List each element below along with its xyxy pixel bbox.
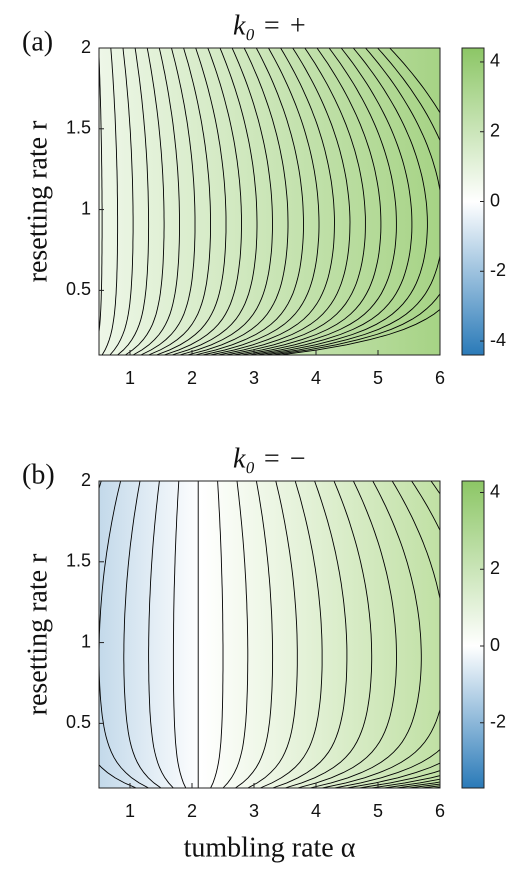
x-tick-label: 4: [311, 368, 321, 388]
contour-line: [257, 48, 428, 355]
contour-line: [187, 48, 289, 355]
contour-line: [508, 481, 522, 788]
contour-line: [109, 48, 134, 355]
contour-line: [125, 48, 165, 355]
y-tick-label: 1: [81, 198, 91, 218]
axes-box: [98, 480, 441, 789]
contour-line: [156, 48, 227, 355]
contour-line: [226, 48, 366, 355]
contour-line: [195, 48, 304, 355]
x-tick-label: 5: [373, 368, 383, 388]
panel-label: (b): [22, 459, 55, 490]
colorbar-tick-label: -2: [490, 260, 506, 280]
contour-line: [171, 48, 258, 355]
colorbar-tick-label: -4: [490, 330, 506, 350]
colorbar-tick-label: 0: [490, 190, 500, 210]
colorbar-tick-label: -2: [490, 712, 506, 732]
x-tick-label: 1: [125, 368, 135, 388]
panel-title: k₀ = −: [233, 443, 307, 474]
colorbar-tick-label: 2: [490, 558, 500, 578]
contour-line: [71, 48, 79, 355]
contour-line: [264, 48, 440, 355]
y-axis-label: resetting rate r: [22, 553, 53, 715]
contour-line: [140, 48, 196, 355]
x-tick-label: 6: [435, 368, 445, 388]
contour-line: [132, 48, 180, 355]
y-tick-label: 1.5: [66, 118, 91, 138]
contour-field: [99, 48, 440, 355]
contour-line: [247, 481, 298, 788]
y-tick-label: 1: [81, 631, 91, 651]
contour-line: [56, 48, 72, 355]
y-tick-label: 0.5: [66, 279, 91, 299]
axes-box: [98, 47, 441, 356]
contour-line: [218, 48, 351, 355]
colorbar: [461, 480, 485, 789]
x-tick-label: 2: [187, 368, 197, 388]
colorbar-tick-label: 4: [490, 51, 500, 71]
contour-line: [272, 481, 348, 788]
y-tick-label: 0.5: [66, 712, 91, 732]
x-tick-label: 6: [435, 801, 445, 821]
x-tick-label: 5: [373, 801, 383, 821]
colorbar-tick-label: 4: [490, 481, 500, 501]
y-axis-label: resetting rate r: [22, 120, 53, 282]
panel-label: (a): [22, 26, 53, 57]
contour-lines: [99, 481, 522, 788]
contour-line: [179, 48, 273, 355]
contour-line: [101, 48, 119, 355]
contour-line: [272, 48, 440, 355]
contour-line: [148, 481, 174, 788]
x-tick-label: 3: [249, 368, 259, 388]
contour-line: [172, 481, 187, 788]
panel-title: k₀ = +: [233, 10, 307, 41]
x-tick-label: 3: [249, 801, 259, 821]
y-tick-label: 2: [81, 37, 91, 57]
contour-line: [280, 48, 440, 355]
contour-line: [222, 481, 249, 788]
contour-line: [117, 48, 150, 355]
contour-line: [249, 48, 413, 355]
contour-line: [235, 481, 274, 788]
contour-line: [163, 48, 242, 355]
contour-lines: [56, 48, 440, 355]
contour-line: [284, 481, 373, 788]
contour-line: [309, 481, 422, 788]
colorbar-tick-label: 2: [490, 120, 500, 140]
contour-line: [99, 48, 103, 336]
contour-line: [260, 481, 323, 788]
x-axis-label: tumbling rate α: [184, 832, 356, 863]
contour-line: [210, 481, 224, 788]
x-tick-label: 2: [187, 801, 197, 821]
contour-line: [233, 48, 382, 355]
y-tick-label: 1.5: [66, 551, 91, 571]
contour-line: [241, 48, 397, 355]
x-tick-label: 4: [311, 801, 321, 821]
contour-line: [123, 481, 162, 788]
colorbar-tick-label: 0: [490, 635, 500, 655]
contour-line: [202, 48, 320, 355]
x-tick-label: 1: [125, 801, 135, 821]
contour-line: [148, 48, 211, 355]
contour-line: [297, 481, 397, 788]
contour-field: [99, 481, 440, 788]
contour-line: [210, 48, 335, 355]
y-tick-label: 2: [81, 470, 91, 490]
contour-line: [322, 481, 440, 788]
